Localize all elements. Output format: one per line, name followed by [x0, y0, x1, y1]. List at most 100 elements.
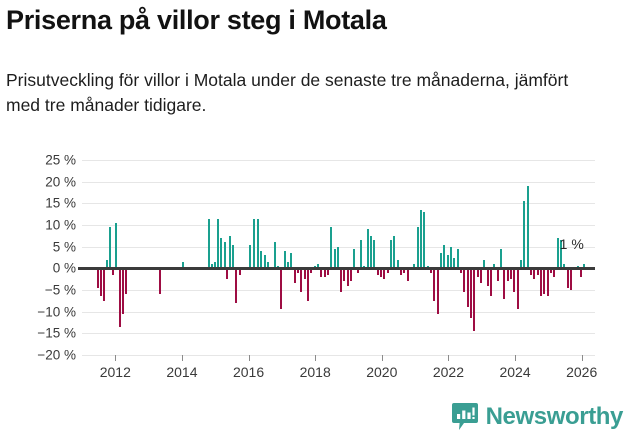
x-axis-labels: 2012 2014 2016 2018 2020 2022 2024 2026 — [82, 355, 598, 395]
chart-bar — [105, 259, 108, 269]
chart-bar — [121, 268, 124, 314]
chart-bar — [366, 229, 369, 269]
chart-bar — [480, 268, 483, 284]
chart-bar — [570, 268, 573, 290]
chart-bar — [249, 244, 252, 269]
chart-bar — [393, 235, 396, 269]
chart-bar — [436, 268, 439, 314]
chart-bar — [450, 246, 453, 269]
gridline — [82, 311, 595, 313]
gridline — [82, 290, 595, 291]
chart-bar — [256, 218, 259, 269]
chart-bar — [350, 268, 353, 282]
chart-bar — [423, 212, 426, 269]
chart-bar — [306, 268, 309, 301]
chart-bar — [386, 268, 389, 273]
chart-bar — [373, 240, 376, 269]
chart-bar — [303, 268, 306, 280]
chart-bar — [108, 227, 111, 269]
chart-bar — [453, 257, 456, 269]
chart-bar — [420, 209, 423, 269]
brand-name: Newsworthy — [485, 403, 624, 430]
chart-bar — [440, 253, 443, 269]
gridline — [82, 160, 595, 161]
chart-bar — [540, 268, 543, 297]
chart-bar — [483, 259, 486, 269]
x-axis-tick-label: 2022 — [432, 364, 464, 380]
chart-bar — [111, 268, 114, 275]
x-axis-tick — [448, 355, 450, 361]
chart-bar — [353, 248, 356, 269]
chart-bar — [543, 268, 546, 295]
chart-bar — [506, 268, 509, 282]
y-axis-tick-label: 5 % — [52, 239, 76, 255]
page-subtitle: Prisutveckling för villor i Motala under… — [6, 70, 569, 116]
chart-bar — [503, 268, 506, 299]
chart-bar — [356, 268, 359, 273]
chart-bar — [513, 268, 516, 293]
chart-bar — [560, 240, 563, 269]
gridline — [82, 333, 595, 335]
y-axis-tick-label: 20 % — [45, 174, 76, 190]
chart-bar — [566, 268, 569, 288]
chart-bar — [416, 227, 419, 269]
chart-bar — [390, 240, 393, 269]
chart-bar — [383, 268, 386, 280]
chart-bar — [263, 255, 266, 269]
chart-bar — [330, 227, 333, 269]
chart-bar — [300, 268, 303, 293]
chart-bar — [516, 268, 519, 310]
y-axis-tick-label: −5 % — [44, 282, 76, 298]
chart-bar — [563, 264, 566, 269]
chart-bar — [533, 268, 536, 280]
chart-bar — [100, 268, 103, 297]
chart-bar — [510, 268, 513, 280]
chart-bar — [310, 268, 313, 273]
x-axis-tick-label: 2018 — [299, 364, 331, 380]
x-axis-tick-label: 2016 — [232, 364, 265, 380]
chart-bar — [360, 240, 363, 269]
chart-bar — [496, 268, 499, 282]
x-axis-tick — [248, 355, 250, 361]
chart-bar — [276, 266, 279, 269]
chart-bar — [443, 244, 446, 269]
chart-bar — [580, 268, 582, 277]
chart-bar — [380, 268, 383, 277]
chart-bar — [426, 266, 429, 269]
x-axis-tick-label: 2014 — [166, 364, 198, 380]
chart-bar — [460, 268, 463, 273]
chart-bar — [235, 268, 238, 303]
chart-bar — [96, 268, 99, 288]
chart-bar — [376, 268, 379, 275]
chart-bar — [546, 268, 549, 297]
x-axis-tick-label: 2020 — [366, 364, 398, 380]
chart-bar — [238, 268, 241, 275]
x-axis-tick-label: 2026 — [566, 364, 598, 380]
chart-bar — [363, 266, 366, 269]
page-title: Priserna på villor steg i Motala — [6, 5, 387, 35]
chart-bar — [583, 264, 586, 269]
chart-bar — [456, 248, 459, 269]
plot-area: 1 % — [78, 160, 595, 356]
x-axis-tick — [115, 355, 117, 361]
chart-bar — [446, 255, 449, 269]
chart-bar — [556, 238, 559, 269]
chart-bar — [493, 264, 496, 269]
chart-bar — [158, 268, 161, 295]
chart-bar — [326, 268, 329, 275]
y-axis-tick-label: −15 % — [37, 325, 76, 341]
chart-bar — [526, 186, 529, 269]
y-axis-tick-label: −10 % — [37, 304, 76, 320]
chart-bar — [523, 201, 526, 269]
x-axis-tick-label: 2012 — [99, 364, 131, 380]
y-axis-tick-label: −20 % — [37, 347, 76, 363]
x-axis-tick — [581, 355, 583, 361]
chart-bar — [413, 264, 416, 269]
y-axis-tick-label: 15 % — [45, 195, 76, 211]
chart-container: 25 % 20 % 15 % 10 % 5 % 0 % −5 % −10 % −15 % −20 … — [0, 150, 631, 395]
chart-bar — [286, 261, 289, 269]
chart-bar — [226, 268, 229, 280]
chart-bar — [576, 266, 579, 269]
chart-bar — [323, 268, 326, 277]
